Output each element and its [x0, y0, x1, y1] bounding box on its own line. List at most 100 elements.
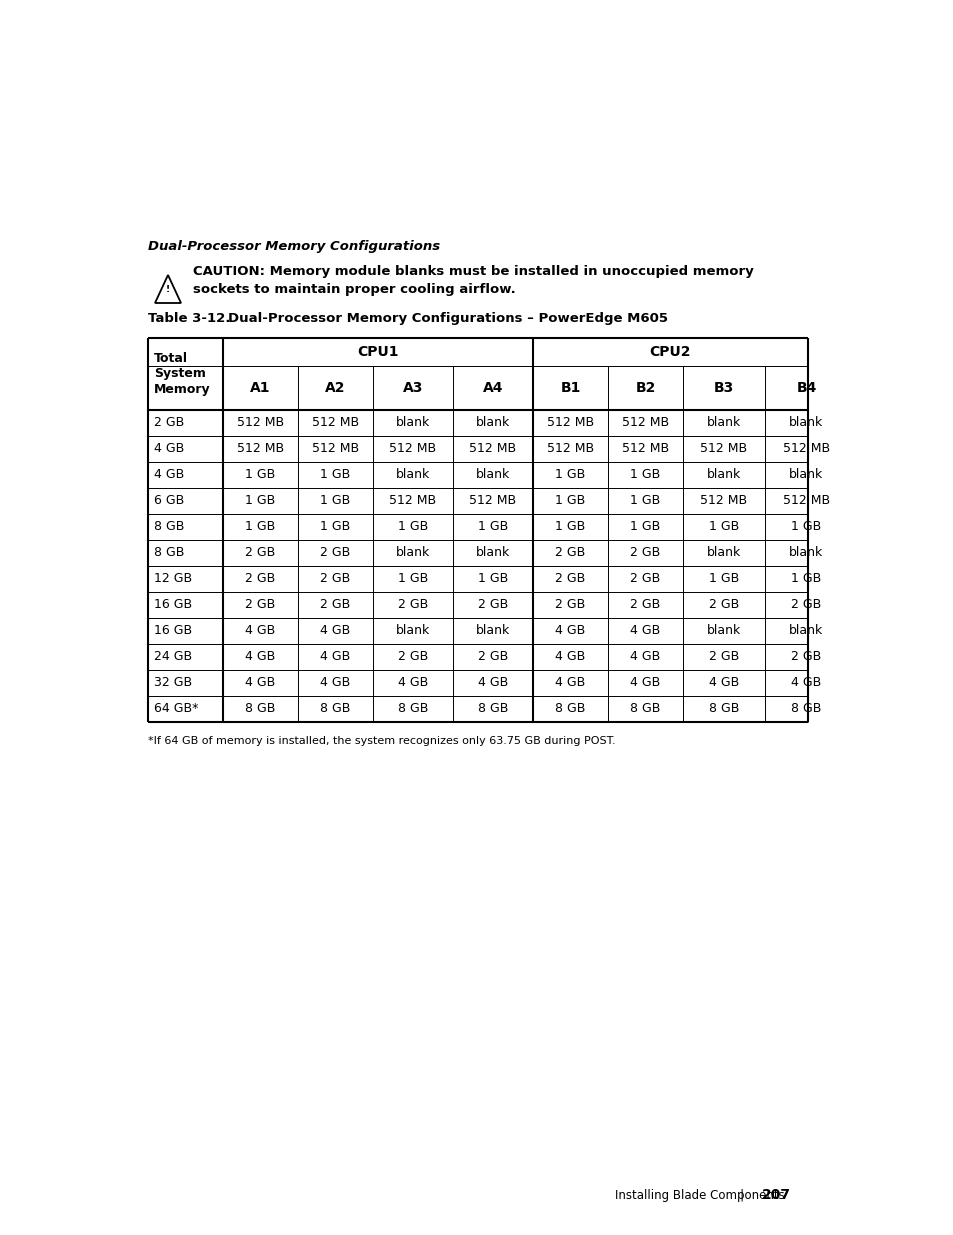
Text: 32 GB: 32 GB — [153, 677, 192, 689]
Text: Installing Blade Components: Installing Blade Components — [615, 1188, 784, 1202]
Text: 4 GB: 4 GB — [320, 677, 351, 689]
Text: 2 GB: 2 GB — [245, 547, 275, 559]
Text: 2 GB: 2 GB — [555, 599, 585, 611]
Text: 512 MB: 512 MB — [469, 442, 516, 456]
Text: blank: blank — [395, 416, 430, 430]
Text: A4: A4 — [482, 382, 503, 395]
Text: blank: blank — [788, 547, 822, 559]
Text: 4 GB: 4 GB — [791, 677, 821, 689]
Text: 4 GB: 4 GB — [245, 651, 275, 663]
Text: 2 GB: 2 GB — [630, 599, 659, 611]
Text: 2 GB: 2 GB — [791, 599, 821, 611]
Text: 8 GB: 8 GB — [153, 520, 184, 534]
Text: 2 GB: 2 GB — [320, 547, 351, 559]
Text: 4 GB: 4 GB — [630, 625, 659, 637]
Text: 8 GB: 8 GB — [708, 703, 739, 715]
Text: 207: 207 — [761, 1188, 790, 1202]
Text: 1 GB: 1 GB — [555, 520, 585, 534]
Text: 4 GB: 4 GB — [477, 677, 508, 689]
Text: 512 MB: 512 MB — [389, 494, 436, 508]
Text: blank: blank — [395, 625, 430, 637]
Text: 4 GB: 4 GB — [630, 677, 659, 689]
Text: blank: blank — [706, 416, 740, 430]
Text: 512 MB: 512 MB — [236, 416, 284, 430]
Text: 1 GB: 1 GB — [630, 520, 659, 534]
Text: 2 GB: 2 GB — [245, 599, 275, 611]
Text: 1 GB: 1 GB — [245, 494, 275, 508]
Text: 16 GB: 16 GB — [153, 625, 192, 637]
Text: A2: A2 — [325, 382, 345, 395]
Text: 2 GB: 2 GB — [477, 599, 508, 611]
Text: 8 GB: 8 GB — [245, 703, 275, 715]
Text: blank: blank — [706, 547, 740, 559]
Text: 2 GB: 2 GB — [555, 573, 585, 585]
Text: 4 GB: 4 GB — [320, 651, 351, 663]
Text: 4 GB: 4 GB — [630, 651, 659, 663]
Text: 512 MB: 512 MB — [389, 442, 436, 456]
Text: 1 GB: 1 GB — [245, 468, 275, 482]
Text: 6 GB: 6 GB — [153, 494, 184, 508]
Text: 1 GB: 1 GB — [320, 468, 351, 482]
Text: 512 MB: 512 MB — [236, 442, 284, 456]
Text: 1 GB: 1 GB — [555, 494, 585, 508]
Text: 8 GB: 8 GB — [790, 703, 821, 715]
Text: 512 MB: 512 MB — [700, 494, 747, 508]
Text: 1 GB: 1 GB — [708, 520, 739, 534]
Text: 1 GB: 1 GB — [320, 520, 351, 534]
Text: 8 GB: 8 GB — [397, 703, 428, 715]
Text: 2 GB: 2 GB — [245, 573, 275, 585]
Text: CAUTION: Memory module blanks must be installed in unoccupied memory: CAUTION: Memory module blanks must be in… — [193, 266, 753, 278]
Text: 4 GB: 4 GB — [153, 442, 184, 456]
Text: 2 GB: 2 GB — [630, 573, 659, 585]
Text: 64 GB*: 64 GB* — [153, 703, 198, 715]
Text: 512 MB: 512 MB — [469, 494, 516, 508]
Text: 4 GB: 4 GB — [245, 625, 275, 637]
Text: B1: B1 — [559, 382, 580, 395]
Text: 512 MB: 512 MB — [621, 442, 668, 456]
Text: 2 GB: 2 GB — [397, 599, 428, 611]
Text: blank: blank — [395, 468, 430, 482]
Text: 1 GB: 1 GB — [555, 468, 585, 482]
Text: 24 GB: 24 GB — [153, 651, 192, 663]
Text: 2 GB: 2 GB — [320, 599, 351, 611]
Text: B3: B3 — [713, 382, 734, 395]
Text: 1 GB: 1 GB — [245, 520, 275, 534]
Text: 512 MB: 512 MB — [312, 442, 358, 456]
Text: 1 GB: 1 GB — [397, 520, 428, 534]
Text: blank: blank — [788, 416, 822, 430]
Text: !: ! — [166, 285, 170, 294]
Text: 4 GB: 4 GB — [555, 677, 585, 689]
Text: blank: blank — [476, 416, 510, 430]
Text: 2 GB: 2 GB — [791, 651, 821, 663]
Text: blank: blank — [395, 547, 430, 559]
Text: 4 GB: 4 GB — [555, 625, 585, 637]
Text: 512 MB: 512 MB — [782, 442, 829, 456]
Text: |: | — [740, 1188, 743, 1202]
Text: 2 GB: 2 GB — [153, 416, 184, 430]
Text: CPU2: CPU2 — [649, 345, 691, 359]
Text: blank: blank — [476, 547, 510, 559]
Text: 1 GB: 1 GB — [791, 520, 821, 534]
Text: 512 MB: 512 MB — [700, 442, 747, 456]
Text: 8 GB: 8 GB — [630, 703, 660, 715]
Text: blank: blank — [706, 625, 740, 637]
Text: blank: blank — [788, 468, 822, 482]
Text: A3: A3 — [402, 382, 423, 395]
Text: 512 MB: 512 MB — [312, 416, 358, 430]
Text: Total
System
Memory: Total System Memory — [153, 352, 211, 396]
Text: blank: blank — [476, 625, 510, 637]
Text: 8 GB: 8 GB — [555, 703, 585, 715]
Text: sockets to maintain proper cooling airflow.: sockets to maintain proper cooling airfl… — [193, 283, 516, 296]
Text: 12 GB: 12 GB — [153, 573, 192, 585]
Text: 1 GB: 1 GB — [791, 573, 821, 585]
Text: 4 GB: 4 GB — [153, 468, 184, 482]
Text: Dual-Processor Memory Configurations: Dual-Processor Memory Configurations — [148, 240, 439, 253]
Text: 1 GB: 1 GB — [630, 468, 659, 482]
Text: 4 GB: 4 GB — [320, 625, 351, 637]
Text: A1: A1 — [250, 382, 271, 395]
Text: 8 GB: 8 GB — [153, 547, 184, 559]
Text: CPU1: CPU1 — [356, 345, 398, 359]
Text: 4 GB: 4 GB — [555, 651, 585, 663]
Text: 1 GB: 1 GB — [477, 520, 508, 534]
Text: 1 GB: 1 GB — [320, 494, 351, 508]
